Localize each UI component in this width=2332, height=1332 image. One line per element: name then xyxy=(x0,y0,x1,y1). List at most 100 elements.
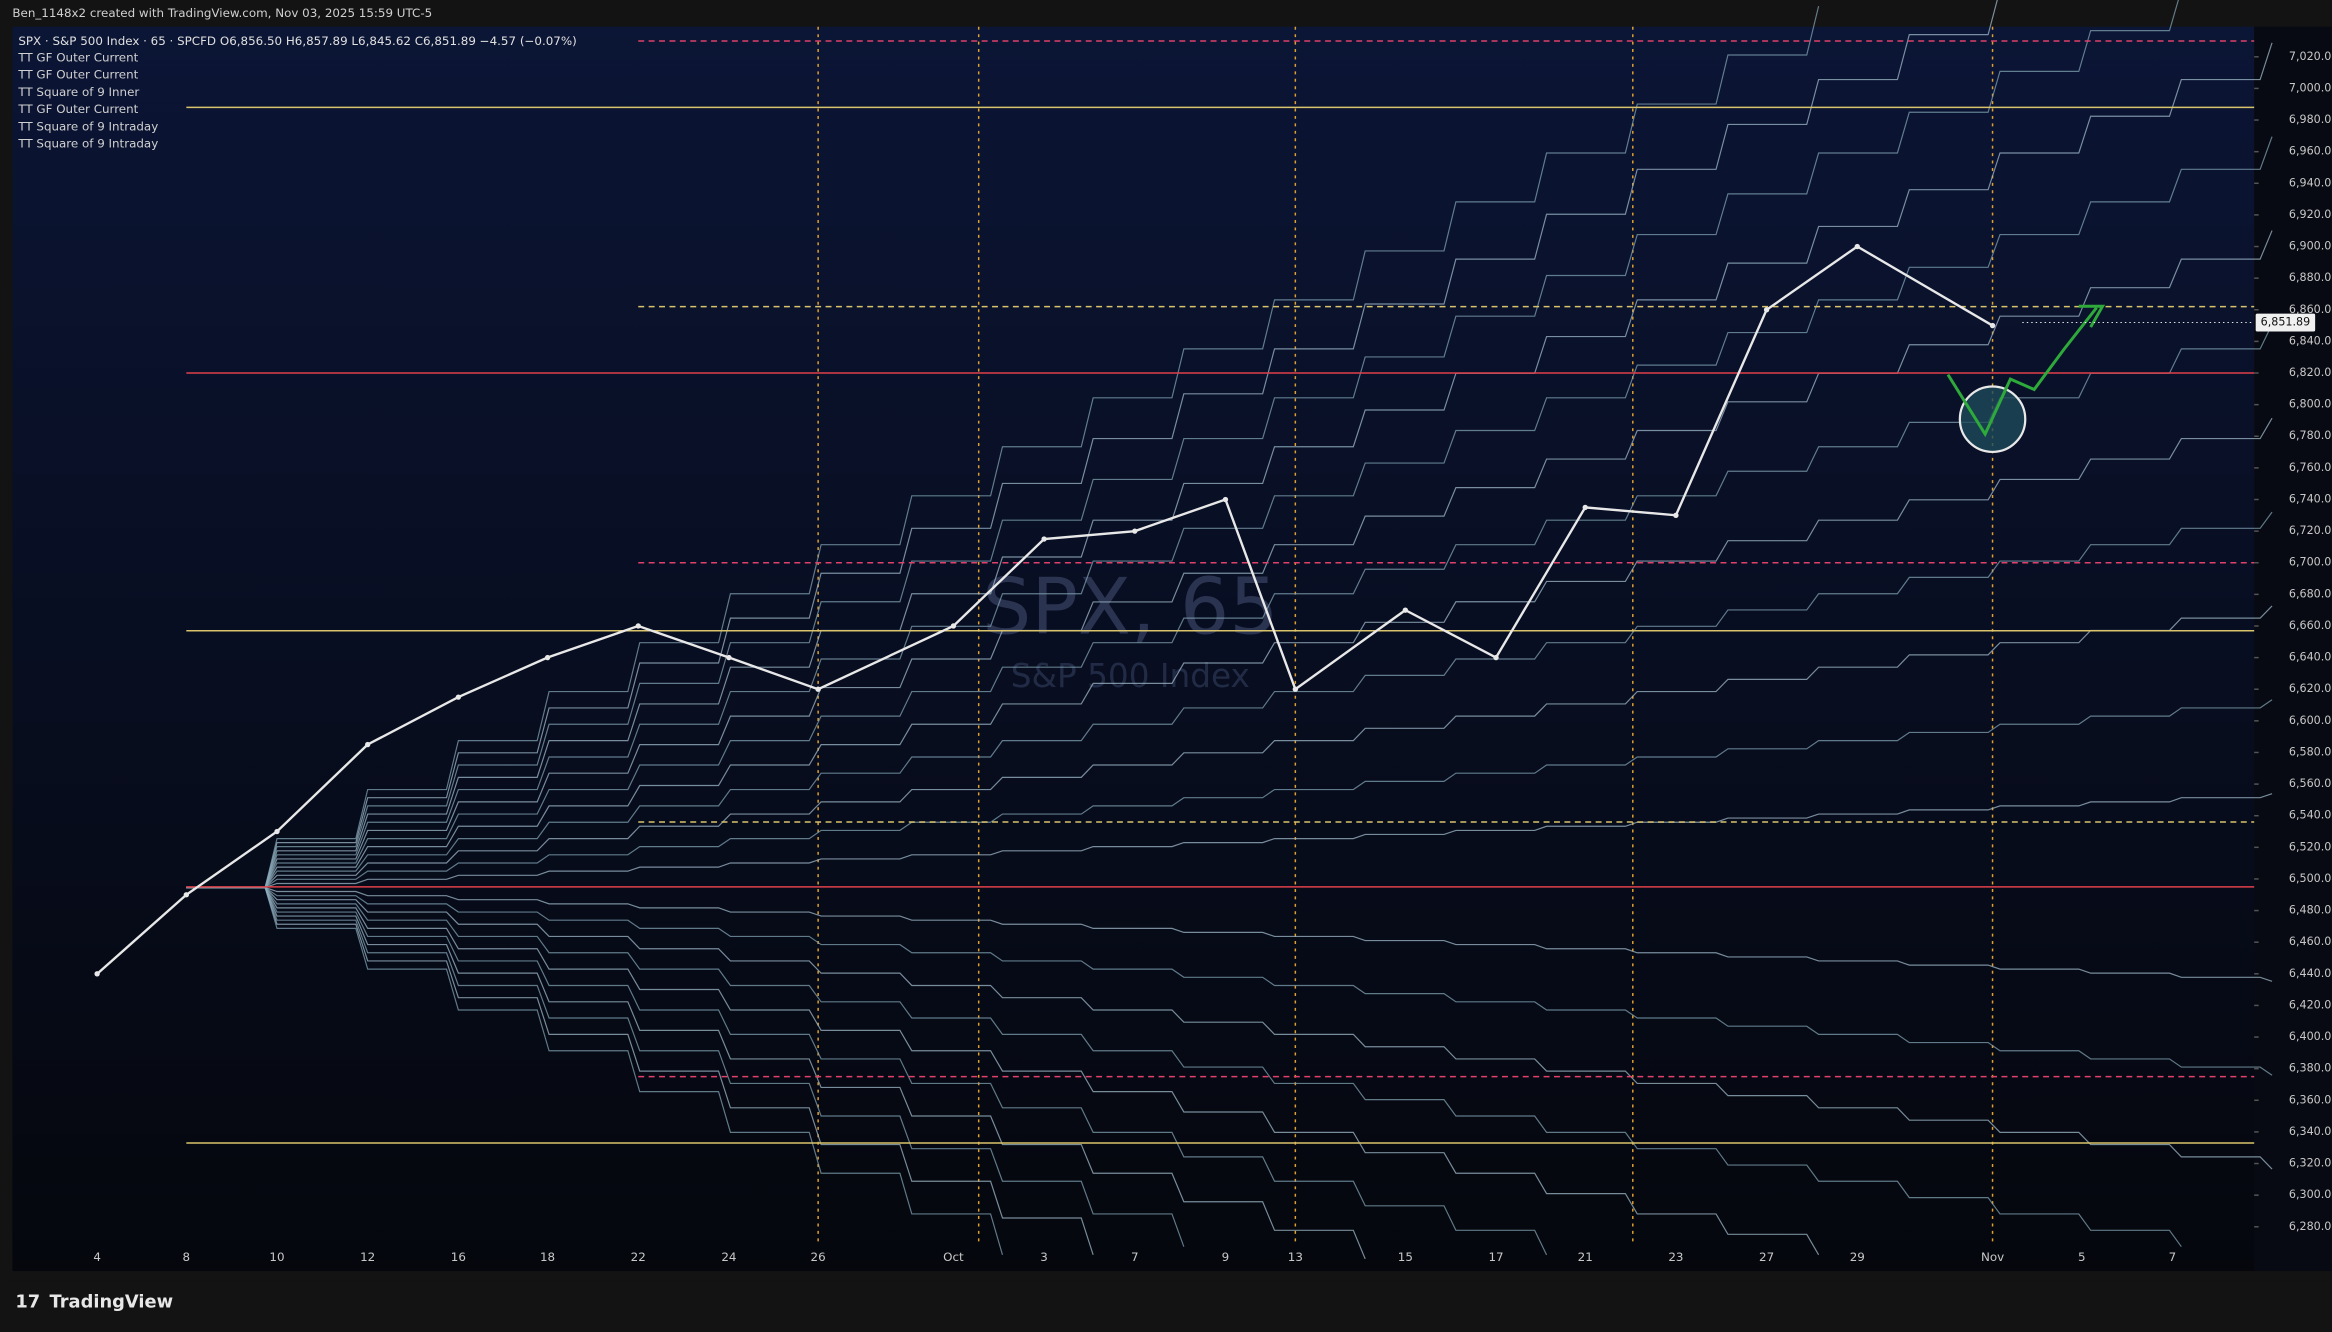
logo-mark: 17 xyxy=(15,1291,40,1312)
fan-line xyxy=(186,42,2273,889)
y-tick-label: 6,460.00 xyxy=(2289,935,2332,948)
price-point xyxy=(94,971,100,977)
series xyxy=(94,243,1996,977)
y-tick-label: 6,940.00 xyxy=(2289,176,2332,189)
y-tick-label: 6,780.00 xyxy=(2289,429,2332,442)
x-tick-label: 15 xyxy=(1398,1250,1413,1264)
fan-line xyxy=(186,886,2273,1170)
price-point xyxy=(1763,307,1770,313)
price-point xyxy=(1989,322,1996,329)
y-tick-label: 6,380.00 xyxy=(2289,1062,2332,1075)
price-point xyxy=(950,623,957,629)
fan-line xyxy=(186,136,2273,889)
x-tick-label: 13 xyxy=(1288,1250,1303,1264)
y-tick-label: 6,920.00 xyxy=(2289,208,2332,221)
price-point xyxy=(365,741,371,748)
x-tick-label: 29 xyxy=(1850,1250,1865,1264)
price-point xyxy=(1673,512,1679,518)
price-point xyxy=(455,694,462,700)
price-point xyxy=(1222,496,1229,503)
watermark: SPX, 65 xyxy=(982,562,1278,652)
price-point xyxy=(726,654,732,661)
y-tick-label: 6,680.00 xyxy=(2289,587,2332,600)
fan-line xyxy=(186,793,2273,889)
price-point xyxy=(815,686,821,692)
y-tick-label: 6,440.00 xyxy=(2289,967,2332,980)
fan-line xyxy=(186,417,2273,889)
x-tick-label: 4 xyxy=(93,1250,101,1264)
price-point xyxy=(1493,654,1499,661)
fan-line xyxy=(186,886,2182,1248)
price-point xyxy=(1041,536,1047,542)
x-tick-label: 27 xyxy=(1759,1250,1774,1264)
y-tick-label: 6,560.00 xyxy=(2289,777,2332,790)
session-lines xyxy=(817,26,1994,1242)
x-tick-label: 17 xyxy=(1488,1250,1503,1264)
x-tick-label: 21 xyxy=(1578,1250,1593,1264)
y-tick-label: 6,700.00 xyxy=(2289,556,2332,569)
price-point xyxy=(274,828,280,835)
y-tick-label: 6,420.00 xyxy=(2289,998,2332,1011)
price-point xyxy=(1402,607,1409,613)
x-tick-label: 22 xyxy=(631,1250,646,1264)
fan-line xyxy=(186,0,1998,889)
x-tick-label: 8 xyxy=(183,1250,191,1264)
y-tick-label: 6,660.00 xyxy=(2289,619,2332,632)
last-price-tag xyxy=(2255,313,2316,332)
footer xyxy=(0,1281,2332,1332)
y-tick-label: 6,960.00 xyxy=(2289,145,2332,158)
price-point xyxy=(635,623,641,629)
y-tick-label: 6,740.00 xyxy=(2289,492,2332,505)
last-price-label: 6,851.89 xyxy=(2261,316,2311,329)
fan-line xyxy=(186,699,2273,889)
price-point xyxy=(1854,243,1860,250)
y-tick-label: 6,880.00 xyxy=(2289,271,2332,284)
brand: TradingView xyxy=(50,1291,174,1312)
price-point xyxy=(183,892,190,898)
y-tick-label: 6,520.00 xyxy=(2289,840,2332,853)
fan-line xyxy=(186,886,1820,1256)
indicator: TT GF Outer Current xyxy=(17,102,138,116)
y-tick-label: 6,640.00 xyxy=(2289,651,2332,664)
plot-area xyxy=(12,26,2255,1272)
x-tick-label: 16 xyxy=(451,1250,466,1264)
x-tick-label: 18 xyxy=(540,1250,555,1264)
y-tick-label: 6,300.00 xyxy=(2289,1188,2332,1201)
y-tick-label: 6,540.00 xyxy=(2289,809,2332,822)
fan-line xyxy=(186,886,1185,1247)
fan-line xyxy=(186,886,1004,1256)
fan-line xyxy=(186,886,1366,1260)
legend: SPX · S&P 500 Index · 65 · SPCFD O6,856.… xyxy=(17,34,576,151)
y-tick-label: 6,600.00 xyxy=(2289,714,2332,727)
y-tick-label: 6,720.00 xyxy=(2289,524,2332,537)
fan-line xyxy=(186,230,2273,889)
price-axis xyxy=(2254,26,2332,1272)
x-tick-label: 26 xyxy=(811,1250,826,1264)
fan-line xyxy=(186,886,2273,982)
price-point xyxy=(1582,504,1588,511)
y-tick-label: 6,980.00 xyxy=(2289,113,2332,126)
y-tick-label: 6,820.00 xyxy=(2289,366,2332,379)
levels xyxy=(186,40,2255,1144)
y-tick-label: 6,840.00 xyxy=(2289,334,2332,347)
y-tick-label: 6,620.00 xyxy=(2289,682,2332,695)
x-tick-label: Nov xyxy=(1981,1250,2004,1264)
y-tick-label: 6,340.00 xyxy=(2289,1125,2332,1138)
x-tick-label: 23 xyxy=(1668,1250,1683,1264)
y-tick-label: 6,800.00 xyxy=(2289,398,2332,411)
x-tick-label: 12 xyxy=(360,1250,375,1264)
fan-line xyxy=(186,886,1094,1256)
fan-line xyxy=(186,886,1548,1256)
y-tick-label: 7,000.00 xyxy=(2289,81,2332,94)
y-tick-label: 6,860.00 xyxy=(2289,303,2332,316)
fan-line xyxy=(186,605,2273,889)
fan-line xyxy=(186,886,2273,1076)
x-tick-label: 24 xyxy=(721,1250,736,1264)
legend-main: SPX · S&P 500 Index · 65 · SPCFD O6,856.… xyxy=(18,34,576,48)
x-tick-label: 10 xyxy=(269,1250,284,1264)
y-tick-label: 6,480.00 xyxy=(2289,904,2332,917)
y-tick-label: 7,020.00 xyxy=(2289,50,2332,63)
credit: Ben_1148x2 created with TradingView.com,… xyxy=(12,6,432,20)
